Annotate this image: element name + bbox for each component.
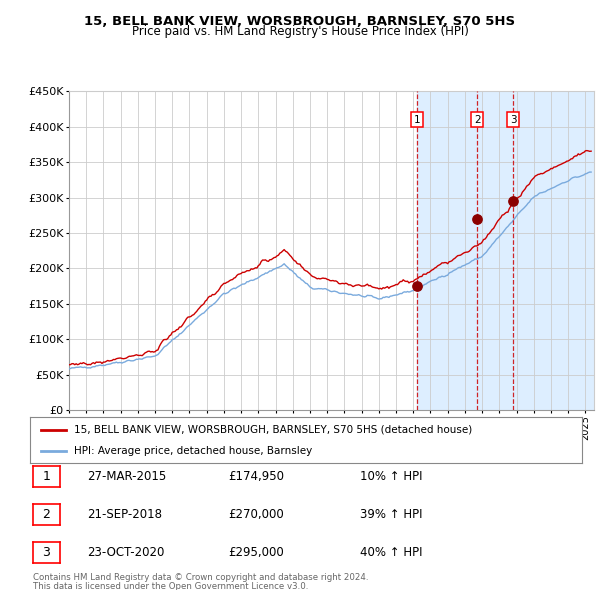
Text: £174,950: £174,950 (228, 470, 284, 483)
Text: 15, BELL BANK VIEW, WORSBROUGH, BARNSLEY, S70 5HS (detached house): 15, BELL BANK VIEW, WORSBROUGH, BARNSLEY… (74, 425, 472, 435)
Text: Contains HM Land Registry data © Crown copyright and database right 2024.: Contains HM Land Registry data © Crown c… (33, 573, 368, 582)
Text: 10% ↑ HPI: 10% ↑ HPI (360, 470, 422, 483)
Point (508, 196, 518, 206)
Text: £295,000: £295,000 (228, 546, 284, 559)
Text: 40% ↑ HPI: 40% ↑ HPI (360, 546, 422, 559)
Text: 27-MAR-2015: 27-MAR-2015 (87, 470, 166, 483)
Text: 15, BELL BANK VIEW, WORSBROUGH, BARNSLEY, S70 5HS: 15, BELL BANK VIEW, WORSBROUGH, BARNSLEY… (85, 15, 515, 28)
Text: This data is licensed under the Open Government Licence v3.0.: This data is licensed under the Open Gov… (33, 582, 308, 590)
Bar (417, 91, 594, 410)
Point (472, 214, 482, 224)
Text: 23-OCT-2020: 23-OCT-2020 (87, 546, 164, 559)
Text: 2: 2 (43, 508, 50, 521)
Point (412, 281, 422, 291)
Text: 3: 3 (43, 546, 50, 559)
Text: 39% ↑ HPI: 39% ↑ HPI (360, 508, 422, 521)
Text: Price paid vs. HM Land Registry's House Price Index (HPI): Price paid vs. HM Land Registry's House … (131, 25, 469, 38)
Text: 21-SEP-2018: 21-SEP-2018 (87, 508, 162, 521)
Text: 3: 3 (510, 115, 517, 124)
Text: £270,000: £270,000 (228, 508, 284, 521)
Text: 1: 1 (414, 115, 421, 124)
Text: 2: 2 (474, 115, 481, 124)
Text: HPI: Average price, detached house, Barnsley: HPI: Average price, detached house, Barn… (74, 445, 313, 455)
Text: 1: 1 (43, 470, 50, 483)
